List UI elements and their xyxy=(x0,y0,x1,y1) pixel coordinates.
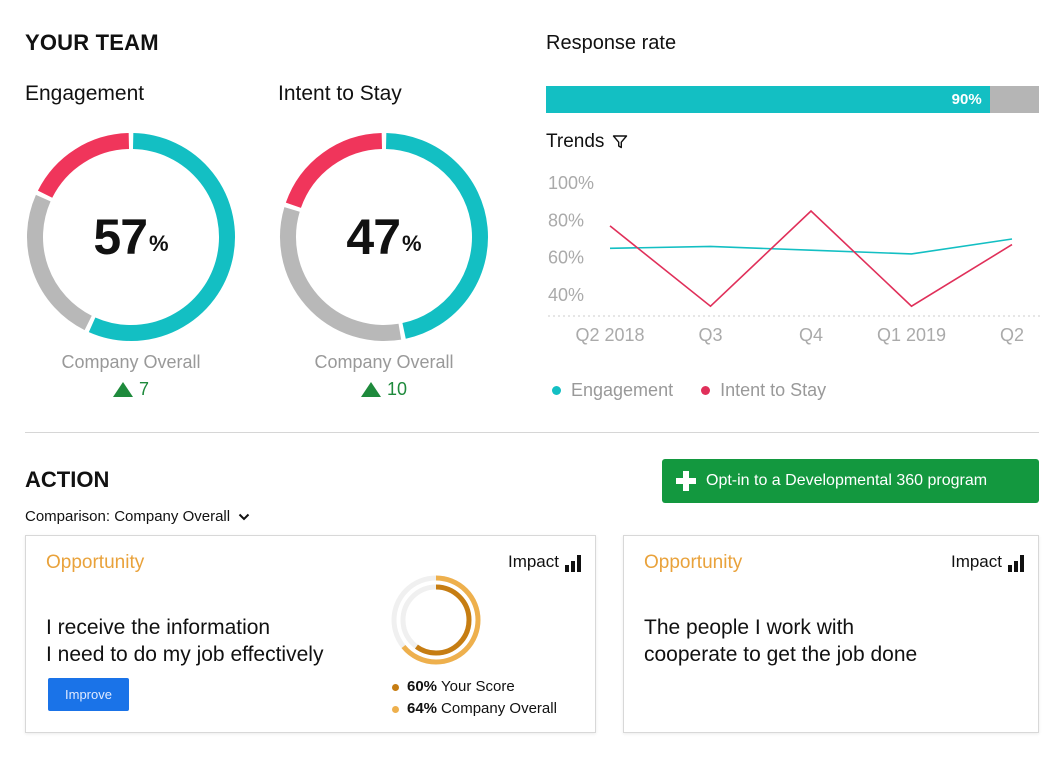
engagement-company-label: Company Overall xyxy=(61,352,201,372)
your-score-label: Your Score xyxy=(441,678,515,695)
intent-arc-neutral xyxy=(280,207,402,341)
company-score-ring xyxy=(391,575,481,665)
signal-bars-icon xyxy=(565,555,581,572)
improve-button[interactable]: Improve xyxy=(48,678,129,711)
score-legend: 60% Your Score 64% Company Overall xyxy=(392,676,557,720)
company-score-row: 64% Company Overall xyxy=(392,698,557,720)
statement-line-1: The people I work with xyxy=(644,616,855,639)
your-score-ring xyxy=(400,584,472,656)
engagement-delta-value: 7 xyxy=(138,379,149,399)
engagement-unit: % xyxy=(149,231,169,256)
optin-360-button[interactable]: Opt-in to a Developmental 360 program xyxy=(662,459,1039,503)
engagement-delta: 7 xyxy=(25,379,237,400)
statement-line-1: I receive the information xyxy=(46,616,271,639)
y-tick-label: 60% xyxy=(548,248,584,268)
engagement-donut-chart xyxy=(27,133,235,341)
comparison-label: Comparison: Company Overall xyxy=(25,508,231,525)
intent-donut[interactable]: 47 % xyxy=(278,131,490,343)
response-rate-title: Response rate xyxy=(546,32,677,54)
x-tick-label: Q2 2018 xyxy=(575,325,644,345)
trends-legend: Engagement Intent to Stay xyxy=(552,380,854,401)
response-rate-fill: 90% xyxy=(546,86,990,113)
legend-dot-intent xyxy=(701,386,711,395)
score-ring-chart xyxy=(391,575,481,665)
company-score-dot xyxy=(392,705,399,713)
engagement-donut[interactable]: 57 % xyxy=(25,131,237,343)
opportunity-statement: I receive the information I need to do m… xyxy=(46,614,323,668)
opportunity-label: Opportunity xyxy=(46,552,145,573)
comparison-dropdown[interactable]: Comparison: Company Overall xyxy=(25,508,250,525)
legend-intent-label: Intent to Stay xyxy=(720,380,827,400)
x-tick-label: Q2 xyxy=(1000,325,1024,345)
x-tick-label: Q1 2019 xyxy=(877,325,946,345)
your-score-dot xyxy=(392,683,399,691)
engagement-arc-favorable xyxy=(88,133,235,341)
plus-icon xyxy=(676,471,696,491)
y-tick-label: 80% xyxy=(548,210,584,230)
opportunity-label: Opportunity xyxy=(644,552,743,573)
intent-arc-unfavorable xyxy=(285,133,383,209)
your-score-pct: 60% xyxy=(407,678,438,695)
intent-title: Intent to Stay xyxy=(278,82,402,105)
opportunity-card-1: Opportunity Impact I receive the informa… xyxy=(25,535,596,733)
legend-engagement-label: Engagement xyxy=(571,380,674,400)
legend-engagement: Engagement xyxy=(552,380,673,401)
series-line-intent-to-stay xyxy=(609,209,1013,308)
trends-header: Trends xyxy=(546,131,628,153)
y-tick-label: 100% xyxy=(548,173,594,193)
statement-line-2: cooperate to get the job done xyxy=(644,643,918,666)
triangle-up-icon xyxy=(112,382,133,397)
response-rate-value: 90% xyxy=(951,91,982,108)
chevron-down-icon xyxy=(238,513,250,520)
filter-icon[interactable] xyxy=(612,134,628,150)
intent-company-label: Company Overall xyxy=(314,352,454,372)
signal-bars-icon xyxy=(1008,555,1024,572)
response-rate-bar: 90% xyxy=(546,86,1039,113)
impact-indicator: Impact xyxy=(508,552,581,572)
opportunity-statement: The people I work with cooperate to get … xyxy=(644,614,917,668)
engagement-arc-neutral xyxy=(27,194,92,331)
intent-arc-favorable xyxy=(385,133,488,339)
intent-delta: 10 xyxy=(278,379,490,400)
section-divider xyxy=(25,432,1039,433)
engagement-title: Engagement xyxy=(25,82,145,105)
intent-delta-value: 10 xyxy=(386,379,408,399)
impact-label: Impact xyxy=(507,552,559,571)
x-tick-label: Q3 xyxy=(698,325,722,345)
trends-title: Trends xyxy=(546,131,605,152)
optin-label: Opt-in to a Developmental 360 program xyxy=(706,472,988,489)
company-score-pct: 64% xyxy=(407,700,438,717)
statement-line-2: I need to do my job effectively xyxy=(46,643,324,666)
opportunity-card-2: Opportunity Impact The people I work wit… xyxy=(623,535,1039,733)
intent-donut-chart xyxy=(280,133,488,341)
intent-value: 47 xyxy=(346,209,401,265)
impact-indicator: Impact xyxy=(951,552,1024,572)
trends-chart: 100% 80% 60% 40% Q2 2018 Q3 Q4 Q1 2019 Q2 xyxy=(548,173,1040,345)
company-score-label: Company Overall xyxy=(441,700,557,717)
legend-dot-engagement xyxy=(552,386,561,395)
legend-intent: Intent to Stay xyxy=(701,380,826,401)
x-tick-label: Q4 xyxy=(799,325,823,345)
y-tick-label: 40% xyxy=(548,285,584,305)
your-team-heading: YOUR TEAM xyxy=(25,30,159,55)
triangle-up-icon xyxy=(360,382,381,397)
series-line-engagement xyxy=(609,238,1013,255)
your-score-row: 60% Your Score xyxy=(392,676,557,698)
impact-label: Impact xyxy=(950,552,1002,571)
intent-unit: % xyxy=(402,231,422,256)
action-heading: ACTION xyxy=(25,467,110,492)
engagement-arc-unfavorable xyxy=(37,133,130,198)
engagement-value: 57 xyxy=(93,209,148,265)
